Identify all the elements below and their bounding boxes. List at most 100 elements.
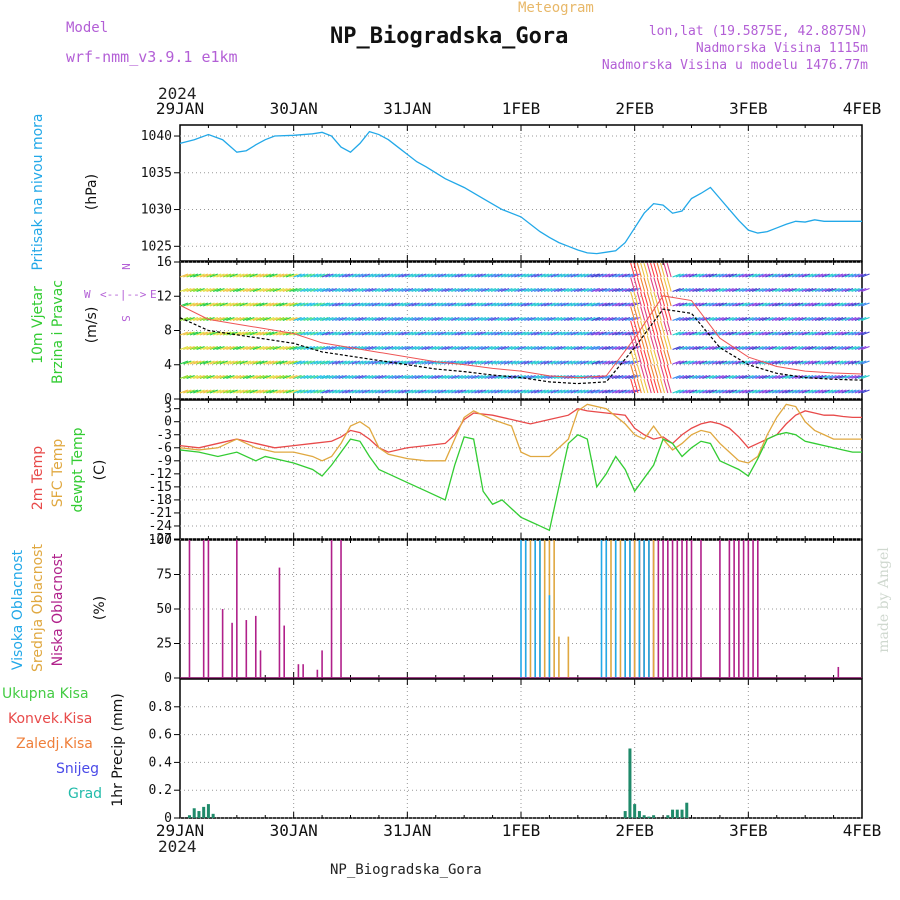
wind-barb	[279, 316, 288, 322]
wind-barb	[206, 345, 215, 351]
wind-barb	[411, 331, 420, 336]
wind-barb	[199, 287, 209, 293]
wind-barb	[325, 316, 334, 322]
wind-barb	[345, 287, 354, 293]
wind-barb	[262, 287, 272, 293]
wind-barb	[418, 345, 427, 351]
wind-barb	[252, 287, 262, 293]
wind-barb	[424, 389, 434, 394]
wind-barb	[444, 345, 453, 351]
wind-barb	[490, 374, 500, 380]
wind-barb	[216, 316, 225, 322]
wind-barb	[795, 389, 804, 394]
wind-barb	[461, 331, 470, 336]
wind-barb	[212, 360, 222, 365]
wind-barb	[411, 287, 420, 293]
wind-barb	[355, 360, 364, 365]
wind-barb	[640, 277, 646, 292]
wind-barb	[335, 273, 344, 278]
wind-barb	[844, 331, 854, 336]
wind-barb	[179, 331, 189, 336]
wind-barb	[732, 389, 741, 394]
wind-barb	[252, 302, 262, 307]
low_cloud-bar	[742, 540, 745, 678]
wind-barb	[821, 273, 830, 278]
wind-barb	[212, 302, 222, 307]
wind-barb	[824, 287, 834, 293]
wind-barb	[507, 360, 516, 365]
mid_cloud-bar	[567, 636, 570, 678]
wind-barb	[441, 374, 450, 380]
wind-barb	[236, 316, 245, 322]
wind-barb	[621, 273, 631, 278]
wind-barb	[758, 389, 767, 394]
wind-barb	[861, 273, 870, 278]
wind-barb	[401, 374, 410, 380]
wind-barb	[824, 316, 834, 322]
wind-barb	[196, 345, 205, 351]
wind-barb	[636, 364, 642, 379]
wind-barb	[388, 345, 397, 351]
wind-barb	[608, 316, 617, 322]
wind-barb	[768, 273, 777, 278]
pressure-line	[179, 130, 862, 255]
wind-barb	[678, 302, 688, 307]
wind-barb	[431, 345, 440, 351]
wind-barb	[831, 302, 840, 307]
low_cloud-bar	[236, 540, 238, 678]
location-coords: lon,lat (19.5875E, 42.8875N)	[648, 24, 868, 39]
wind-barb	[537, 273, 546, 278]
wind-barb	[434, 331, 443, 336]
wind-barb	[266, 345, 275, 351]
wind-barb	[811, 345, 820, 351]
temperature-ytick-label: -24	[149, 519, 173, 534]
wind-barb	[189, 273, 199, 278]
wind-barb	[540, 345, 550, 351]
wind-barb	[630, 378, 636, 394]
wind-barb	[751, 316, 761, 322]
wind-barb	[804, 302, 814, 307]
wind-barb	[355, 389, 364, 394]
wind-barb	[282, 374, 291, 380]
credit-label: made by Angel	[876, 547, 892, 653]
wind-barb	[441, 302, 450, 307]
wind-barb	[537, 302, 546, 307]
wind-barb	[421, 389, 430, 394]
wind-barb	[745, 374, 754, 380]
wind-barb	[672, 273, 681, 278]
wind-barb	[708, 374, 718, 380]
wind-barb	[457, 273, 467, 278]
wind-barb	[219, 374, 228, 380]
wind-barb	[768, 287, 777, 293]
wind-barb	[226, 331, 235, 336]
wind-barb	[631, 287, 641, 293]
wind-barb	[239, 302, 248, 307]
temperature-ytick-label: -21	[149, 506, 172, 521]
wind-barb	[818, 360, 827, 365]
wind-barb	[394, 302, 404, 307]
wind-barb	[841, 302, 850, 307]
wind-barb	[768, 389, 777, 394]
wind-barb	[583, 360, 593, 365]
cloud-ytick-label: 100	[149, 533, 172, 548]
wind-barb	[517, 316, 526, 322]
wind-barb	[557, 302, 566, 307]
x-tick-label-bottom: 3FEB	[729, 821, 768, 840]
wind-barb	[527, 374, 536, 380]
wind-barb	[391, 345, 400, 351]
wind-barb	[246, 316, 255, 322]
wind-barb	[854, 374, 864, 380]
wind-ytick-label: 16	[156, 255, 172, 270]
low_cloud-bar	[662, 540, 664, 678]
wind-barb	[625, 302, 634, 307]
wind-barb	[319, 316, 329, 322]
wind-barb	[778, 331, 787, 336]
wind-barb	[467, 360, 477, 365]
wind-barb	[328, 316, 337, 322]
wind-barb	[262, 389, 272, 394]
wind-barb	[242, 360, 252, 365]
wind-barb	[199, 389, 209, 394]
wind-barb	[573, 360, 583, 365]
wind-barb	[310, 389, 319, 394]
wind-barb	[222, 360, 232, 365]
